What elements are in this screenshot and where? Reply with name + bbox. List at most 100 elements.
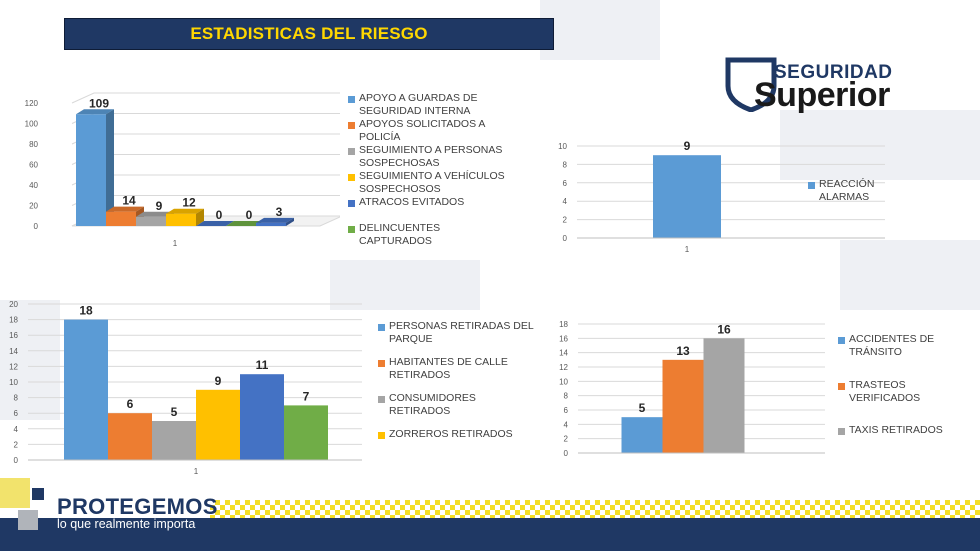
y-tick-label: 0 [34,222,39,231]
legend-swatch [838,428,845,435]
data-label: 12 [182,196,196,210]
x-tick-label: 1 [173,239,178,248]
legend-item: ZORREROS RETIRADOS [378,428,513,441]
bar-side [286,217,294,226]
footer-bar [0,518,980,551]
bar-top [196,221,234,226]
y-tick-label: 2 [564,435,569,444]
y-tick-label: 2 [563,216,568,225]
legend-label: SEGUIMIENTO A VEHÍCULOS SOSPECHOSOS [359,170,505,195]
y-tick-label: 6 [563,179,568,188]
y-tick-label: 18 [559,320,568,329]
y-tick-label: 80 [29,140,38,149]
legend-label: SEGUIMIENTO A PERSONAS SOSPECHOSAS [359,144,503,169]
data-label: 11 [256,358,269,372]
legend-label: REACCIÓN ALARMAS [819,178,875,203]
data-label: 0 [246,208,253,222]
data-label: 9 [156,199,163,213]
chart-transito: 0 2 4 6 8 10 12 14 16 18 5 13 16 [559,320,825,458]
legend-swatch [348,200,355,207]
legend-label: TAXIS RETIRADOS [849,424,943,436]
y-tick-label: 10 [558,142,567,151]
gridline [71,92,340,104]
bar-top [106,206,144,212]
y-tick-label: 16 [559,334,568,343]
decor-square [0,478,30,508]
bar [284,405,328,460]
legend-swatch [838,383,845,390]
y-tick-label: 8 [14,394,19,403]
legend-item: HABITANTES DE CALLE RETIRADOS [378,356,519,382]
y-tick-label: 0 [564,449,569,458]
bar-top [136,211,174,217]
page-title: ESTADISTICAS DEL RIESGO [190,24,428,43]
y-tick-label: 4 [564,420,569,429]
footer-checker-strip [210,500,980,522]
bar [136,216,166,226]
y-tick-label: 4 [563,197,568,206]
shield-icon [725,57,777,112]
legend-item: DELINCUENTES CAPTURADOS [348,222,508,248]
y-tick-label: 10 [559,377,568,386]
background-tile [540,0,660,60]
legend-swatch [808,182,815,189]
y-tick-label: 20 [9,300,18,309]
bar [196,389,240,460]
legend-label: DELINCUENTES CAPTURADOS [359,222,441,247]
legend-label: PERSONAS RETIRADAS DEL PARQUE [389,320,534,345]
decor-square [18,510,38,530]
legend-item: TRASTEOS VERIFICADOS [838,379,939,405]
legend-item: CONSUMIDORES RETIRADOS [378,392,538,418]
y-tick-label: 8 [563,160,568,169]
bar-top [166,208,204,214]
footer-brand: PROTEGEMOS [57,494,218,519]
bar [152,421,196,460]
bar [106,211,136,226]
y-tick-label: 14 [9,347,18,356]
chart-3-legend: PERSONAS RETIRADAS DEL PARQUE HABITANTES… [378,320,538,450]
chart-4-legend: ACCIDENTES DE TRÁNSITO TRASTEOS VERIFICA… [838,333,958,443]
background-tile [330,260,480,310]
legend-item: REACCIÓN ALARMAS [808,178,881,204]
legend-item: APOYOS SOLICITADOS A POLICÍA [348,118,508,144]
data-label: 0 [216,208,223,222]
bar [653,155,721,238]
data-label: 109 [89,96,109,110]
legend-label: APOYOS SOLICITADOS A POLICÍA [359,118,485,143]
y-tick-label: 0 [14,456,19,465]
data-label: 14 [122,194,136,208]
y-tick-label: 120 [25,99,39,108]
bar [703,338,745,453]
data-label: 9 [684,139,691,153]
background-tile [780,110,980,180]
y-tick-label: 100 [25,120,39,129]
bar [76,114,106,226]
decor-square [32,488,44,500]
x-tick-label: 1 [194,467,199,476]
data-label: 18 [79,304,93,318]
legend-swatch [838,337,845,344]
y-tick-label: 12 [559,363,568,372]
bar [108,413,152,460]
data-label: 13 [676,344,690,358]
chart-1-legend: APOYO A GUARDAS DE SEGURIDAD INTERNA APO… [348,92,508,247]
y-tick-label: 40 [29,181,38,190]
y-tick-label: 12 [9,362,18,371]
bar [240,374,284,460]
bar [166,213,196,226]
legend-swatch [348,96,355,103]
x-tick-label: 1 [685,245,690,254]
bar-top [76,109,114,115]
legend-item: SEGUIMIENTO A VEHÍCULOS SOSPECHOSOS [348,170,508,196]
y-tick-label: 0 [563,234,568,243]
legend-item: TAXIS RETIRADOS [838,424,943,437]
data-label: 5 [639,401,646,415]
legend-swatch [348,148,355,155]
legend-item: PERSONAS RETIRADAS DEL PARQUE [378,320,534,346]
data-label: 7 [303,389,310,403]
legend-swatch [378,360,385,367]
y-tick-label: 60 [29,161,38,170]
legend-swatch [348,122,355,129]
legend-label: TRASTEOS VERIFICADOS [849,379,921,404]
